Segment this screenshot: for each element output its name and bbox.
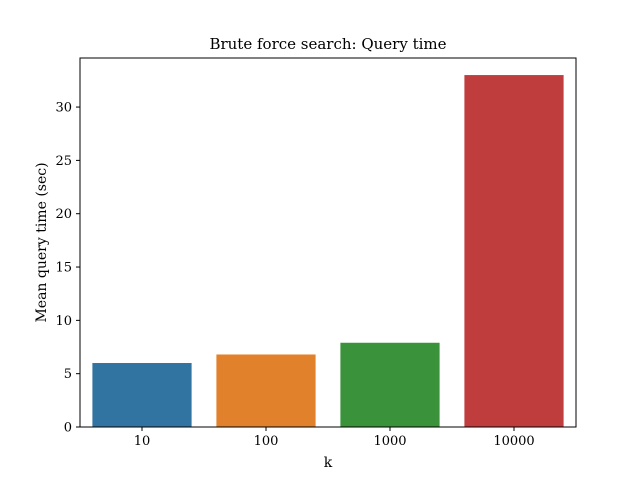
bar-10000 [464, 75, 564, 427]
bars-group [92, 75, 564, 427]
chart-title: Brute force search: Query time [209, 35, 446, 53]
y-tick-label: 30 [55, 101, 72, 116]
x-axis-label: k [324, 455, 333, 471]
y-tick-label: 20 [55, 207, 72, 222]
bar-10 [92, 363, 192, 427]
y-tick-label: 5 [64, 367, 72, 382]
y-axis-ticks: 0 5 10 15 20 25 30 [55, 101, 80, 436]
x-tick-label: 100 [254, 434, 279, 449]
y-tick-label: 10 [55, 314, 72, 329]
bar-1000 [340, 342, 440, 427]
y-axis-label: Mean query time (sec) [34, 162, 50, 322]
x-axis-ticks: 10 100 1000 10000 [134, 427, 535, 449]
x-tick-label: 10 [134, 434, 151, 449]
bar-100 [216, 354, 316, 427]
y-tick-label: 15 [55, 261, 72, 276]
x-tick-label: 10000 [493, 434, 534, 449]
plot-frame [79, 57, 577, 428]
y-tick-label: 0 [64, 421, 72, 436]
x-tick-label: 1000 [373, 434, 406, 449]
y-tick-label: 25 [55, 154, 72, 169]
